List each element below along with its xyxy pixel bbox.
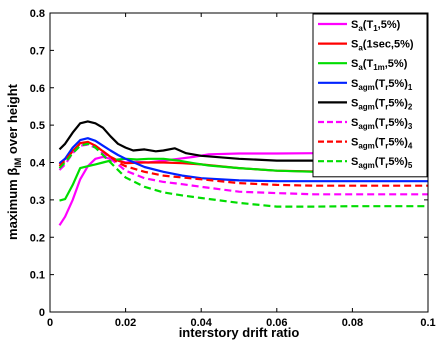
y-tick-label: 0.1 [30,270,45,282]
y-tick-label: 0.8 [30,8,45,20]
x-axis-label: interstory drift ratio [179,325,300,340]
series-layer [58,120,428,226]
legend-label-2: Sa(1sec,5%) [351,39,414,53]
y-tick-label: 0.3 [30,195,45,207]
x-tick-label: 0.04 [190,317,212,329]
x-tick-label: 0.08 [342,317,363,329]
series-line-4 [58,137,428,183]
y-axis-label-main: maximum β [5,168,20,240]
y-tick-label: 0.5 [30,120,45,132]
legend-label-7: Sagm(Tr5%)4 [351,137,413,151]
legend-label-8: Sagm(Tr5%)5 [351,156,413,170]
y-tick-label: 0.6 [30,83,45,95]
y-axis-label-sub: IM [13,158,23,168]
y-tick-label: 0 [39,307,45,319]
x-tick-label: 0 [47,317,53,329]
y-axis-label: maximum βIM over height [5,83,23,240]
legend-label-1: Sa(T1,5%) [351,19,401,33]
legend-label-4: Sagm(Tr5%)1 [351,78,413,92]
legend-label-3: Sa(T1m,5%) [351,58,408,72]
x-tick-label: 0.1 [420,317,435,329]
legend-label-6: Sagm(Tr5%)3 [351,117,413,131]
y-axis-label-rest: over height [5,83,20,157]
x-tick-label: 0.06 [266,317,287,329]
series-line-6 [58,143,428,196]
y-tick-label: 0.7 [30,45,45,57]
y-tick-label: 0.4 [30,158,46,170]
legend-label-5: Sagm(Tr5%)2 [351,97,413,111]
series-line-8 [58,142,428,208]
series-line-7 [58,142,428,187]
series-line-5 [58,120,428,162]
x-axis: 0 0.02 0.04 0.06 0.08 0.1 [47,13,436,329]
series-line-3 [59,157,428,202]
legend-box [312,13,428,178]
y-tick-label: 0.2 [30,232,45,244]
x-tick-label: 0.02 [115,317,136,329]
y-axis: 0 0.1 0.2 0.3 0.4 0.5 0.6 0.7 0.8 [30,8,428,319]
legend: Sa(T1,5%) Sa(1sec,5%) Sa(T1m,5%) Sagm(Tr5%)… [312,13,428,178]
